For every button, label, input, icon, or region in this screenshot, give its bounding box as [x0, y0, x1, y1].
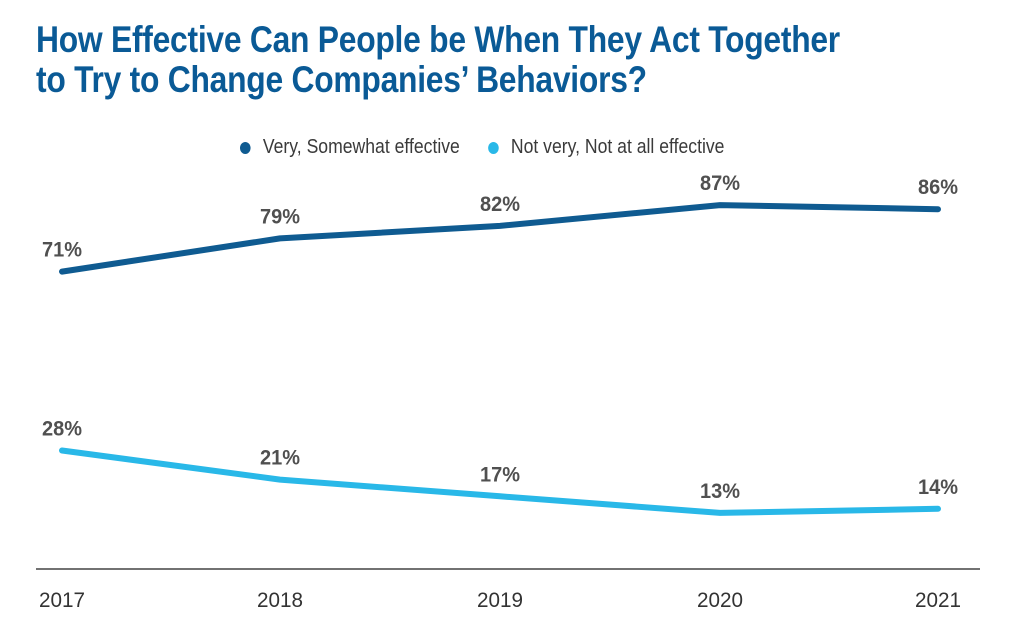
series-lines	[59, 202, 941, 516]
x-axis: 2017 2018 2019 2020 2021	[36, 568, 980, 612]
series-line-very-somewhat-effective	[59, 202, 941, 275]
legend-label-very-somewhat: Very, Somewhat effective	[262, 136, 460, 158]
chart-title: How Effective Can People be When They Ac…	[36, 20, 862, 100]
data-label-very-somewhat-effective-2021: 86%	[918, 176, 958, 199]
x-tick-label-2019: 2019	[477, 589, 523, 612]
chart-title-line-2: to Try to Change Companies’ Behaviors?	[36, 59, 647, 100]
data-labels: 71% 79% 82% 87% 86% 28% 21% 17% 13% 14%	[42, 172, 958, 503]
data-label-not-very-not-at-all-effective-2019: 17%	[480, 463, 520, 486]
data-label-not-very-not-at-all-effective-2018: 21%	[260, 447, 300, 470]
data-label-not-very-not-at-all-effective-2021: 14%	[918, 476, 958, 499]
data-label-very-somewhat-effective-2017: 71%	[42, 239, 82, 262]
data-label-very-somewhat-effective-2020: 87%	[700, 172, 740, 195]
data-label-very-somewhat-effective-2019: 82%	[480, 193, 520, 216]
data-label-very-somewhat-effective-2018: 79%	[260, 205, 300, 228]
legend-item-very-somewhat: Very, Somewhat effective	[240, 136, 460, 159]
data-label-not-very-not-at-all-effective-2017: 28%	[42, 418, 82, 441]
x-tick-label-2017: 2017	[39, 589, 85, 612]
legend-marker-very-somewhat	[240, 141, 251, 154]
legend-marker-not-very	[488, 141, 499, 154]
x-tick-label-2020: 2020	[697, 589, 743, 612]
chart-legend: Very, Somewhat effective Not very, Not a…	[240, 136, 753, 159]
chart-title-line-1: How Effective Can People be When They Ac…	[36, 19, 840, 60]
x-tick-label-2021: 2021	[915, 589, 961, 612]
x-tick-label-2018: 2018	[257, 589, 303, 612]
legend-item-not-very: Not very, Not at all effective	[488, 136, 724, 159]
series-line-not-very-not-at-all-effective	[59, 447, 941, 516]
legend-label-not-very: Not very, Not at all effective	[510, 136, 725, 158]
data-label-not-very-not-at-all-effective-2020: 13%	[700, 480, 740, 503]
